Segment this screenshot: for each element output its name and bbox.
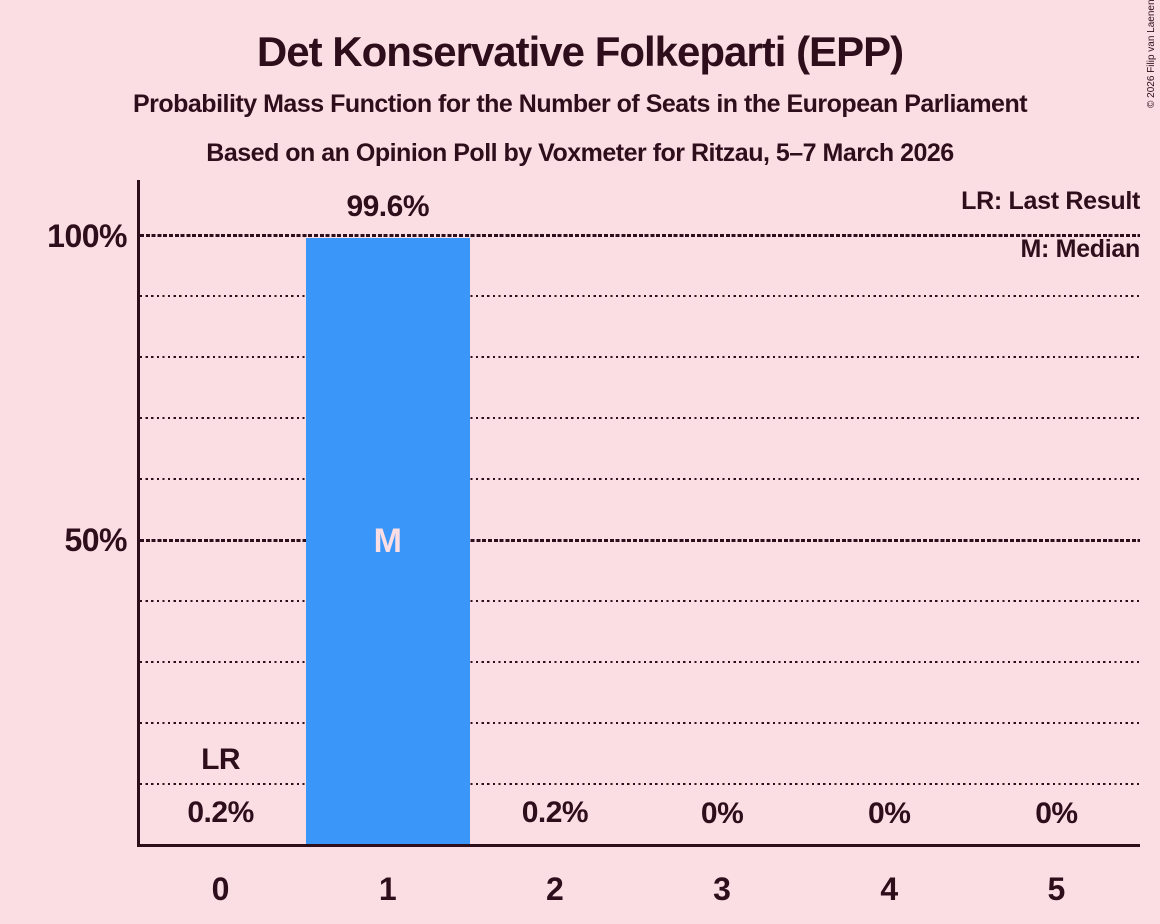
x-tick-label-2: 2 xyxy=(546,871,564,907)
value-label-seats-3: 0% xyxy=(700,797,744,830)
value-label-seats-1: 99.6% xyxy=(346,189,430,223)
gridline-70pct xyxy=(140,417,1140,420)
plot-area: 0.2% 99.6% 0.2% 0% 0% 0% LR M xyxy=(137,180,1140,847)
y-tick-label-100: 100% xyxy=(47,217,127,254)
gridline-30pct xyxy=(140,661,1140,664)
chart-subtitle-poll-info: Based on an Opinion Poll by Voxmeter for… xyxy=(206,139,954,167)
gridline-50pct xyxy=(140,538,1140,542)
bar-seats-1 xyxy=(305,237,470,847)
gridline-40pct xyxy=(140,600,1140,603)
legend-median: M: Median xyxy=(1020,235,1140,263)
gridline-10pct xyxy=(140,783,1140,786)
last-result-marker: LR xyxy=(201,743,241,776)
copyright-notice: © 2026 Filip van Laenen xyxy=(1146,0,1157,108)
gridline-90pct xyxy=(140,295,1140,298)
x-axis xyxy=(137,844,1140,847)
value-label-seats-4: 0% xyxy=(868,797,911,830)
y-axis xyxy=(137,180,140,847)
x-tick-label-0: 0 xyxy=(211,871,230,907)
x-tick-label-4: 4 xyxy=(880,871,899,907)
value-label-seats-2: 0.2% xyxy=(521,795,589,829)
value-label-seats-5: 0% xyxy=(1035,797,1078,830)
gridline-60pct xyxy=(140,478,1140,481)
chart-title: Det Konservative Folkeparti (EPP) xyxy=(256,28,904,75)
value-label-seats-0: 0.2% xyxy=(187,795,254,829)
x-tick-label-5: 5 xyxy=(1047,871,1066,907)
x-tick-label-3: 3 xyxy=(713,871,731,907)
x-tick-label-1: 1 xyxy=(378,871,397,907)
legend-last-result: LR: Last Result xyxy=(961,187,1140,215)
gridline-20pct xyxy=(140,722,1140,725)
y-tick-label-50: 50% xyxy=(64,522,127,559)
chart-subtitle: Probability Mass Function for the Number… xyxy=(132,90,1028,118)
gridline-80pct xyxy=(140,356,1140,359)
median-marker: M xyxy=(373,522,402,561)
gridline-100pct xyxy=(140,234,1140,237)
